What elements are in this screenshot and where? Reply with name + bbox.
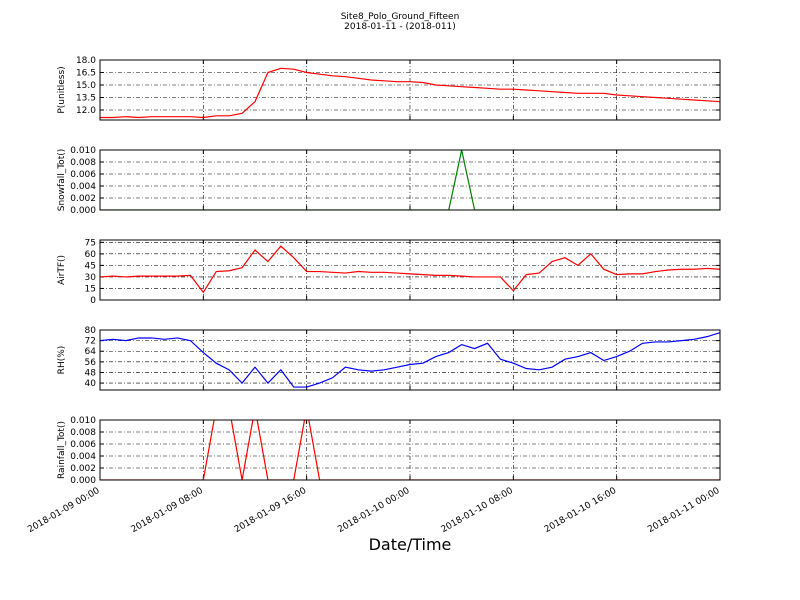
y-tick-label: 40 bbox=[85, 379, 97, 389]
line bbox=[100, 67, 720, 119]
axes-frame bbox=[99, 239, 721, 301]
y-tick-label: 0.010 bbox=[70, 416, 96, 426]
y-tick-label: 45 bbox=[85, 261, 96, 271]
y-tick-label: 13.5 bbox=[76, 94, 96, 104]
y-tick-label: 60 bbox=[85, 250, 97, 260]
y-tick-label: 0.008 bbox=[70, 158, 96, 168]
y-tick-label: 0.008 bbox=[70, 428, 96, 438]
x-tick-label: 2018-01-09 08:00 bbox=[130, 486, 205, 535]
line bbox=[100, 245, 720, 294]
y-tick-label: 16.5 bbox=[76, 69, 96, 79]
axes-frame bbox=[99, 329, 721, 391]
series-group bbox=[100, 245, 720, 294]
y-tick-label: 15.0 bbox=[76, 81, 96, 91]
y-tick-label: 0.010 bbox=[70, 146, 96, 156]
x-axis-label: Date/Time bbox=[369, 535, 452, 554]
y-tick-label: 0.004 bbox=[70, 182, 96, 192]
y-axis-label: AirTF() bbox=[57, 255, 67, 285]
y-axis-label: RH(%) bbox=[57, 346, 67, 375]
y-tick-label: 0 bbox=[90, 296, 96, 306]
y-tick-label: 0.006 bbox=[70, 170, 96, 180]
x-tick-label: 2018-01-09 00:00 bbox=[26, 486, 101, 535]
y-axis-label: P(unitless) bbox=[57, 66, 67, 113]
y-tick-label: 64 bbox=[85, 347, 97, 357]
x-tick-label: 2018-01-09 16:00 bbox=[233, 486, 308, 535]
x-tick-label: 2018-01-10 00:00 bbox=[336, 486, 411, 535]
y-axis-label: Rainfall_Tot() bbox=[57, 421, 67, 479]
y-tick-label: 56 bbox=[85, 358, 97, 368]
axes-frame bbox=[99, 59, 721, 121]
series-group bbox=[100, 67, 720, 119]
line bbox=[100, 332, 720, 388]
y-tick-label: 0.006 bbox=[70, 440, 96, 450]
y-tick-label: 30 bbox=[85, 273, 97, 283]
x-tick-label: 2018-01-10 08:00 bbox=[440, 486, 515, 535]
y-tick-label: 80 bbox=[85, 326, 97, 336]
y-tick-label: 18.0 bbox=[76, 56, 96, 66]
y-tick-label: 12.0 bbox=[76, 106, 96, 116]
x-tick-label: 2018-01-10 16:00 bbox=[543, 486, 618, 535]
y-tick-label: 75 bbox=[85, 238, 96, 248]
y-tick-label: 0.002 bbox=[70, 194, 96, 204]
y-tick-label: 0.002 bbox=[70, 464, 96, 474]
y-tick-label: 48 bbox=[85, 368, 97, 378]
y-tick-label: 0.000 bbox=[70, 206, 96, 216]
y-axis-label: Snowfall_Tot() bbox=[57, 149, 67, 212]
y-tick-label: 15 bbox=[85, 284, 96, 294]
series-group bbox=[100, 332, 720, 388]
y-tick-label: 0.004 bbox=[70, 452, 96, 462]
axes-frame bbox=[99, 149, 721, 211]
y-tick-label: 0.000 bbox=[70, 476, 96, 486]
axes-frame bbox=[99, 419, 721, 481]
x-tick-label: 2018-01-11 00:00 bbox=[646, 486, 721, 535]
title: Site8_Polo_Ground_Fifteen bbox=[341, 12, 460, 22]
y-tick-label: 72 bbox=[85, 337, 96, 347]
subtitle: 2018-01-11 - (2018-011) bbox=[344, 22, 456, 32]
